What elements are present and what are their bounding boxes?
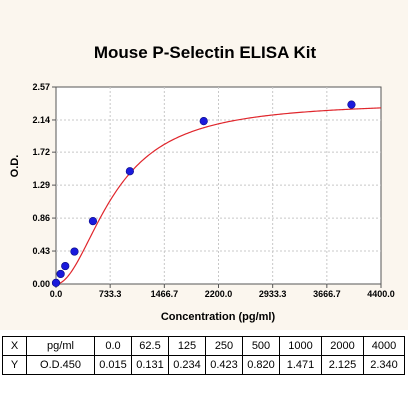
table-cell: 250 <box>205 336 243 356</box>
table-cell: 0.0 <box>94 336 132 356</box>
table-cell: Y <box>2 355 27 375</box>
table-cell: 0.820 <box>242 355 280 375</box>
data-point <box>347 100 356 109</box>
x-tick-label: 2933.3 <box>259 289 287 299</box>
table-cell: 500 <box>242 336 280 356</box>
y-tick-label: 1.72 <box>32 147 50 157</box>
table-cell: 2.340 <box>363 355 405 375</box>
standard-curve-chart: Mouse P-Selectin ELISA Kit 0.0 733.3 1466.… <box>9 43 395 323</box>
data-point <box>88 217 98 226</box>
y-tick-label: 0.00 <box>32 279 50 289</box>
x-axis-label: Concentration (pg/ml) <box>161 311 276 323</box>
table-cell: 2.125 <box>321 355 364 375</box>
tick-layer: 0.0 733.3 1466.7 2200.0 2933.3 3666.7 4400.0 0.… <box>32 82 394 299</box>
data-point <box>125 167 134 176</box>
table-cell: 0.015 <box>94 355 132 375</box>
x-tick-label: 733.3 <box>99 289 122 299</box>
x-tick-label: 2200.0 <box>205 289 233 299</box>
data-point <box>199 117 208 126</box>
y-tick-label: 0.43 <box>32 246 50 256</box>
fit-curve <box>55 107 382 285</box>
y-tick-label: 0.86 <box>32 213 50 223</box>
table-cell: O.D.450 <box>26 355 95 375</box>
y-axis-label: O.D. <box>9 155 21 178</box>
y-tick-label: 2.57 <box>32 82 50 92</box>
table-cell: 1000 <box>279 336 322 356</box>
x-tick-label: 0.0 <box>50 289 63 299</box>
table-cell: 2000 <box>321 336 364 356</box>
grid-layer <box>56 87 381 284</box>
table-cell: 62.5 <box>131 336 169 356</box>
chart-title: Mouse P-Selectin ELISA Kit <box>94 43 317 62</box>
table-cell: 4000 <box>363 336 405 356</box>
table-cell: 0.131 <box>131 355 169 375</box>
data-point <box>61 261 70 271</box>
table-cell: pg/ml <box>26 336 95 356</box>
chart-panel: Mouse P-Selectin ELISA Kit 0.0 733.3 1466.… <box>0 0 408 330</box>
x-tick-label: 3666.7 <box>313 289 341 299</box>
data-point <box>70 247 79 256</box>
data-point <box>56 269 65 279</box>
y-tick-label: 1.29 <box>32 180 50 190</box>
data-point <box>51 278 61 287</box>
table-cell: 1.471 <box>279 355 322 375</box>
table-row: Y O.D.450 0.015 0.131 0.234 0.423 0.820 1.471 2.… <box>2 355 405 375</box>
x-tick-label: 1466.7 <box>151 289 179 299</box>
table-cell: 125 <box>168 336 206 356</box>
table-cell: X <box>2 336 27 356</box>
table-cell: 0.234 <box>168 355 206 375</box>
x-tick-label: 4400.0 <box>367 289 395 299</box>
point-layer <box>51 100 356 287</box>
table-cell: 0.423 <box>205 355 243 375</box>
y-tick-label: 2.14 <box>32 115 50 125</box>
